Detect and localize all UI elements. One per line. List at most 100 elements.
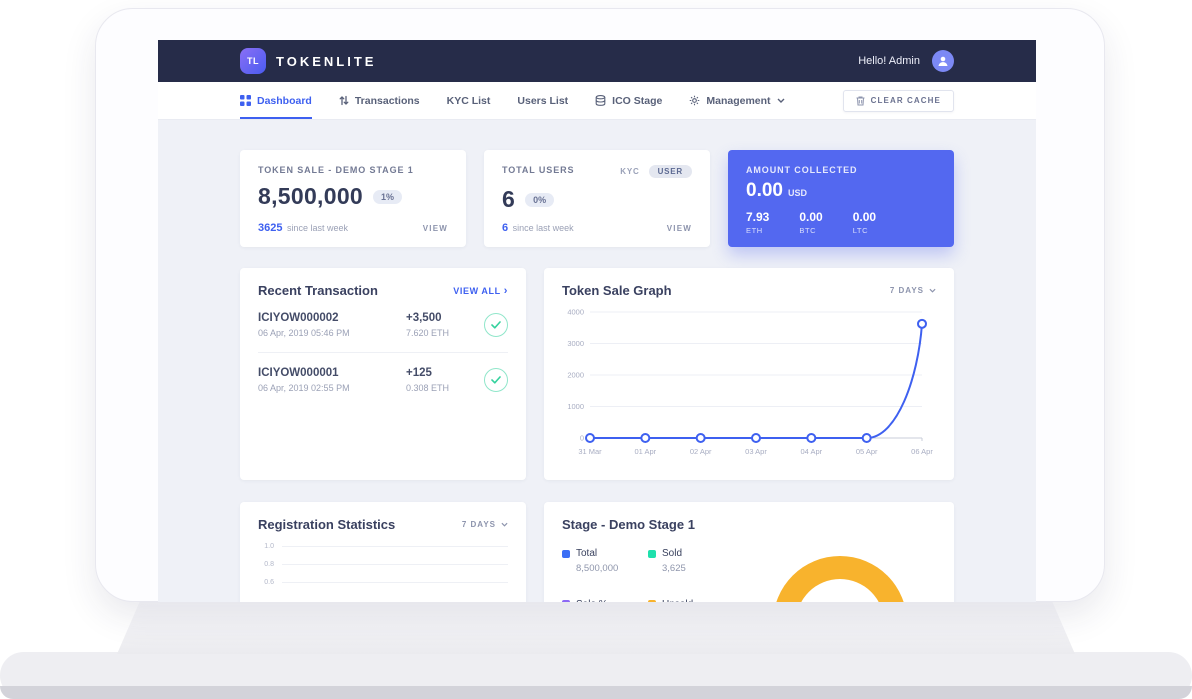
svg-text:02 Apr: 02 Apr (690, 447, 712, 456)
device-frame: TL TOKENLITE Hello! Admin Dashboard (95, 8, 1105, 602)
percent-badge: 1% (373, 189, 403, 204)
card-title: Registration Statistics (258, 517, 396, 532)
transfer-arrows-icon (339, 95, 349, 106)
trash-icon (856, 96, 865, 106)
svg-text:05 Apr: 05 Apr (856, 447, 878, 456)
device-base (0, 652, 1192, 699)
stage-gauge: 8,500,000 TLE (760, 548, 920, 602)
dashboard-content: TOKEN SALE - DEMO STAGE 1 8,500,000 1% 3… (158, 120, 1036, 602)
user-toggle[interactable]: USER (648, 165, 692, 178)
card-title: Token Sale Graph (562, 283, 672, 298)
svg-text:3000: 3000 (567, 339, 584, 348)
tab-management[interactable]: Management (689, 82, 785, 119)
amount-usd-value: 0.00 (746, 180, 783, 201)
registration-statistics-card: Registration Statistics 7 DAYS 1.0 (240, 502, 526, 602)
view-link[interactable]: VIEW (666, 224, 692, 233)
gauge-value: 8,500,000 (760, 600, 920, 602)
legend-item-total: Total 8,500,000 (562, 548, 648, 584)
axis-row: 0.8 (258, 561, 508, 568)
transaction-row[interactable]: ICIYOW000001 06 Apr, 2019 02:55 PM +125 … (258, 352, 508, 407)
chevron-down-icon (501, 522, 508, 527)
tab-transactions[interactable]: Transactions (339, 82, 420, 119)
tab-label: Users List (517, 94, 569, 107)
stage-legend: Total 8,500,000 Sold 3,625 (562, 548, 734, 602)
tx-date: 06 Apr, 2019 02:55 PM (258, 383, 350, 393)
tab-dashboard[interactable]: Dashboard (240, 82, 312, 119)
greeting-text: Hello! Admin (858, 55, 920, 67)
bottom-row: Registration Statistics 7 DAYS 1.0 (240, 502, 954, 602)
chevron-right-icon (504, 286, 508, 296)
delta-text: 3625 since last week (258, 222, 348, 234)
tx-eth: 0.308 ETH (406, 383, 450, 393)
token-sale-graph-card: Token Sale Graph 7 DAYS 0 1000 2000 3000 400… (544, 268, 954, 480)
card-title: Stage - Demo Stage 1 (562, 517, 695, 532)
tab-kyc-list[interactable]: KYC List (447, 82, 491, 119)
tx-amount: +125 (406, 367, 432, 379)
tab-label: KYC List (446, 94, 491, 107)
coin-btc: 0.00 BTC (799, 210, 823, 235)
chevron-down-icon (777, 98, 785, 103)
view-all-link[interactable]: VIEW ALL (453, 286, 508, 296)
card-title: TOKEN SALE - DEMO STAGE 1 (258, 165, 414, 175)
gear-icon (689, 95, 700, 106)
database-icon (595, 95, 606, 106)
gridline (282, 582, 508, 583)
kyc-toggle[interactable]: KYC (620, 167, 640, 176)
svg-text:0: 0 (580, 434, 584, 443)
token-sale-chart: 0 1000 2000 3000 4000 31 Mar 01 Apr 02 Apr 03 Ap… (567, 308, 933, 457)
app-screen: TL TOKENLITE Hello! Admin Dashboard (158, 40, 1036, 602)
tab-label: Dashboard (257, 94, 312, 107)
legend-swatch (648, 549, 656, 558)
user-icon (937, 55, 949, 67)
legend-item-sold: Sold 3,625 (648, 548, 734, 584)
tx-amount: +3,500 (406, 312, 442, 324)
svg-text:06 Apr: 06 Apr (911, 447, 933, 456)
brand-name: TOKENLITE (276, 53, 377, 69)
range-selector[interactable]: 7 DAYS (890, 286, 936, 295)
avatar[interactable] (932, 50, 954, 72)
token-sale-value: 8,500,000 (258, 183, 364, 209)
card-title: Recent Transaction (258, 283, 378, 298)
percent-badge: 0% (525, 192, 555, 207)
amount-collected-card: AMOUNT COLLECTED 0.00 USD 7.93 ETH 0.00 … (728, 150, 954, 247)
tab-users-list[interactable]: Users List (517, 82, 568, 119)
gridline (282, 564, 508, 565)
recent-transactions-card: Recent Transaction VIEW ALL ICIYOW000002… (240, 268, 526, 480)
tx-eth: 7.620 ETH (406, 328, 450, 338)
grid-icon (240, 95, 251, 106)
tx-date: 06 Apr, 2019 05:46 PM (258, 328, 350, 338)
axis-row: 1.0 (258, 543, 508, 550)
topbar: TL TOKENLITE Hello! Admin (158, 40, 1036, 82)
card-title: TOTAL USERS (502, 165, 575, 175)
check-circle-icon (484, 313, 508, 337)
card-title: AMOUNT COLLECTED (746, 165, 858, 175)
device-stand (117, 601, 1075, 654)
legend-item-unsold: Unsold (648, 599, 734, 602)
svg-text:04 Apr: 04 Apr (800, 447, 822, 456)
clear-cache-button[interactable]: CLEAR CACHE (842, 89, 954, 112)
svg-text:1000: 1000 (567, 402, 584, 411)
svg-text:31 Mar: 31 Mar (578, 447, 602, 456)
stage-card: Stage - Demo Stage 1 Total 8,500,000 (544, 502, 954, 602)
token-sale-card: TOKEN SALE - DEMO STAGE 1 8,500,000 1% 3… (240, 150, 466, 247)
total-users-value: 6 (502, 186, 516, 212)
tx-id: ICIYOW000001 (258, 367, 339, 379)
tab-label: Management (706, 94, 771, 107)
svg-text:4000: 4000 (567, 308, 584, 317)
main-nav: Dashboard Transactions KYC List Users Li… (158, 82, 1036, 120)
brand-logo-text: TL (247, 56, 259, 66)
svg-text:2000: 2000 (567, 371, 584, 380)
brand-logo[interactable]: TL (240, 48, 266, 74)
view-link[interactable]: VIEW (422, 224, 448, 233)
gauge-arc (773, 556, 907, 602)
tab-label: Transactions (354, 94, 420, 107)
svg-text:01 Apr: 01 Apr (634, 447, 656, 456)
legend-swatch (562, 600, 570, 602)
check-circle-icon (484, 368, 508, 392)
range-selector[interactable]: 7 DAYS (462, 520, 508, 529)
tab-ico-stage[interactable]: ICO Stage (595, 82, 662, 119)
stats-row: TOKEN SALE - DEMO STAGE 1 8,500,000 1% 3… (240, 150, 954, 247)
coin-eth: 7.93 ETH (746, 210, 770, 235)
transaction-row[interactable]: ICIYOW000002 06 Apr, 2019 05:46 PM +3,50… (258, 298, 508, 352)
clear-cache-label: CLEAR CACHE (870, 96, 941, 105)
